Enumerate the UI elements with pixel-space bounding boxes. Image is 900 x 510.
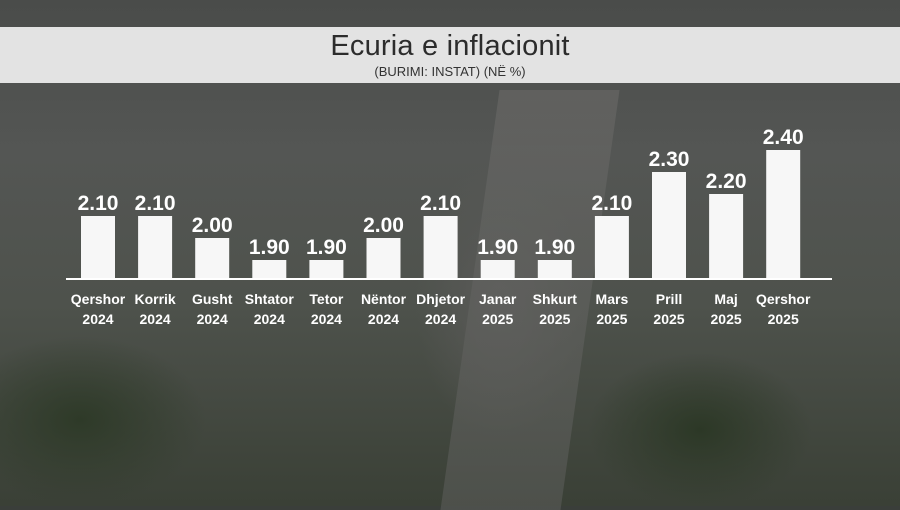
x-tick-month: Shkurt xyxy=(533,291,578,307)
bar xyxy=(195,238,230,278)
bar xyxy=(537,260,572,278)
bar-value-label: 2.00 xyxy=(192,214,233,237)
x-tick-year: 2025 xyxy=(711,311,742,327)
x-tick-month: Mars xyxy=(596,291,629,307)
bar-value-label: 2.00 xyxy=(363,214,404,237)
x-tick-year: 2024 xyxy=(82,311,113,327)
x-tick-month: Nëntor xyxy=(361,291,407,307)
bar-value-label: 2.10 xyxy=(420,192,461,215)
x-tick-year: 2025 xyxy=(482,311,513,327)
x-tick-year: 2025 xyxy=(596,311,627,327)
chart-subtitle: (BURIMI: INSTAT) (NË %) xyxy=(374,64,526,79)
x-tick-month: Janar xyxy=(479,291,517,307)
bar xyxy=(652,172,686,278)
bar xyxy=(480,260,515,278)
x-tick-month: Qershor xyxy=(756,291,811,307)
bar xyxy=(81,216,115,278)
x-tick-year: 2024 xyxy=(254,311,285,327)
bar-value-label: 2.20 xyxy=(706,170,747,193)
x-tick-month: Prill xyxy=(656,291,682,307)
x-tick-month: Shtator xyxy=(245,291,295,307)
x-tick-month: Maj xyxy=(714,291,737,307)
x-tick-month: Korrik xyxy=(134,291,175,307)
bar-value-label: 2.10 xyxy=(591,192,632,215)
x-tick-year: 2024 xyxy=(368,311,399,327)
bar-value-label: 2.10 xyxy=(135,192,176,215)
x-tick-year: 2024 xyxy=(140,311,171,327)
bar xyxy=(252,260,287,278)
x-tick-year: 2025 xyxy=(653,311,684,327)
x-tick-year: 2024 xyxy=(197,311,228,327)
x-tick-year: 2025 xyxy=(539,311,570,327)
bar-value-label: 1.90 xyxy=(534,236,575,259)
x-tick-year: 2024 xyxy=(311,311,342,327)
bar xyxy=(138,216,173,278)
bar-value-label: 2.10 xyxy=(78,192,119,215)
bar xyxy=(309,260,344,278)
bar-value-label: 1.90 xyxy=(249,236,290,259)
x-tick-month: Dhjetor xyxy=(416,291,466,307)
bar-value-label: 1.90 xyxy=(477,236,518,259)
x-tick-year: 2024 xyxy=(425,311,456,327)
x-tick-year: 2025 xyxy=(768,311,799,327)
title-band xyxy=(0,27,900,83)
bar xyxy=(766,150,801,278)
bar-value-label: 2.30 xyxy=(649,148,690,171)
x-tick-month: Qershor xyxy=(71,291,126,307)
bar xyxy=(366,238,401,278)
x-tick-month: Tetor xyxy=(309,291,344,307)
bar xyxy=(594,216,629,278)
x-tick-month: Gusht xyxy=(192,291,233,307)
bar xyxy=(709,194,744,278)
chart-title: Ecuria e inflacionit xyxy=(330,30,570,62)
bar xyxy=(423,216,458,278)
bar-value-label: 1.90 xyxy=(306,236,347,259)
bar-value-label: 2.40 xyxy=(763,126,804,149)
